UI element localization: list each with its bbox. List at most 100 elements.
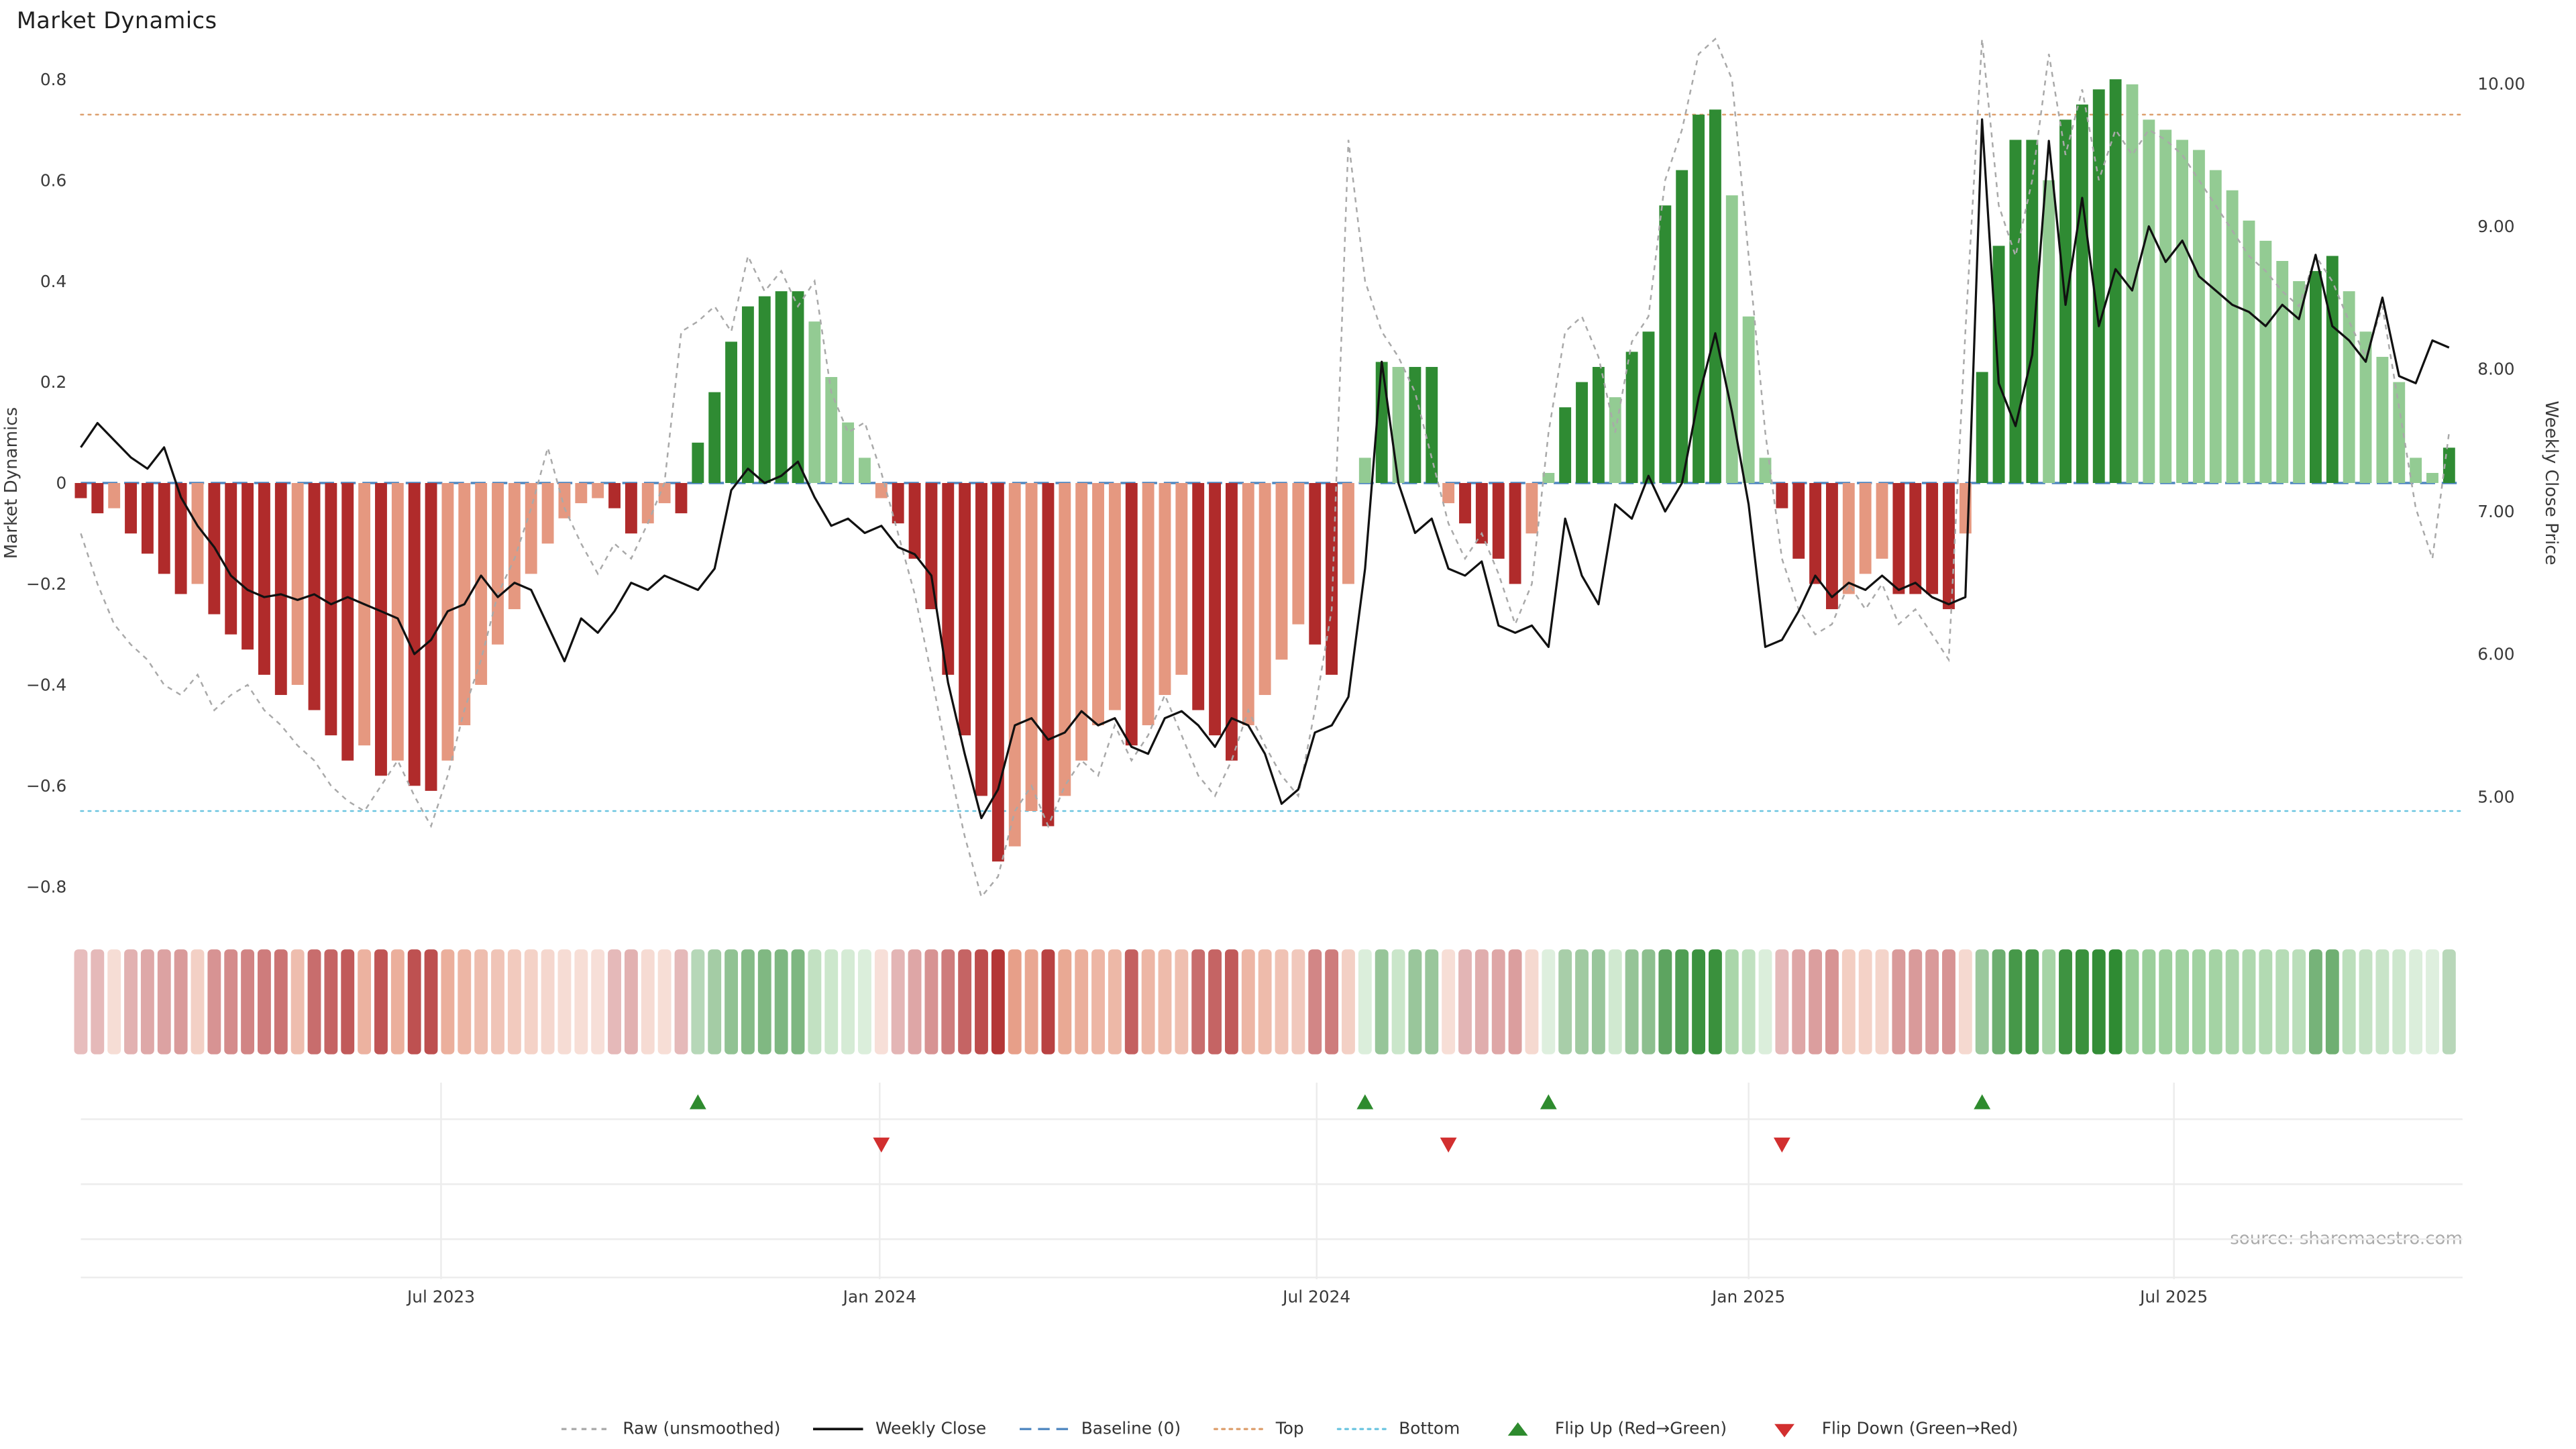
heatmap-cell [1758,949,1772,1055]
heatmap-cell [975,949,988,1055]
legend-label: Baseline (0) [1081,1419,1181,1438]
dynamics-bar [741,306,754,484]
heatmap-cell [74,949,88,1055]
heatmap-cell [1442,949,1456,1055]
heatmap-cell [507,949,521,1055]
heatmap-cell [841,949,855,1055]
heatmap-cell [1658,949,1672,1055]
heatmap-cell [324,949,338,1055]
heatmap-cell [1224,949,1238,1055]
dynamics-bar [1576,382,1588,484]
legend-item[interactable]: Flip Down (Green→Red) [1757,1419,2018,1439]
y-left-tick-label: 0.6 [40,170,67,190]
heatmap-cell [1308,949,1322,1055]
flip-down-marker [873,1137,890,1153]
heatmap-cell [1408,949,1422,1055]
heatmap-cell [1841,949,1856,1055]
dynamics-bar [1292,483,1305,625]
dynamics-bar [2026,140,2039,484]
heatmap-cell [157,949,171,1055]
dynamics-bar [1326,483,1338,675]
dynamics-bar [1492,483,1505,559]
legend-item[interactable]: Bottom [1334,1419,1460,1439]
dynamics-bar [1358,458,1371,484]
heatmap-cell [1342,949,1355,1055]
dynamics-bar [1976,372,1988,484]
dynamics-bar [1559,407,1572,484]
heatmap-cell [1158,949,1172,1055]
heatmap-cell [724,949,739,1055]
heatmap-cell [341,949,355,1055]
dynamics-bar [2143,119,2155,484]
line-dotted-icon [1336,1428,1389,1430]
heatmap-cell [824,949,839,1055]
heatmap-cell [441,949,455,1055]
heatmap-cell [2342,949,2356,1055]
dynamics-bar [91,483,104,514]
heatmap-cell [124,949,138,1055]
heatmap-cell [1375,949,1389,1055]
legend-label: Flip Up (Red→Green) [1554,1419,1727,1438]
heatmap-cell [1425,949,1439,1055]
heatmap-cell [1708,949,1722,1055]
heatmap-cell [1992,949,2006,1055]
heatmap-cell [941,949,955,1055]
heatmap-cell [1191,949,1205,1055]
heatmap-cell [2025,949,2039,1055]
heatmap-cell [2309,949,2322,1055]
flip-down-marker [1773,1137,1790,1153]
dynamics-bar [274,483,287,695]
dynamics-bar [1693,114,1705,484]
heatmap-cell [557,949,572,1055]
heatmap-cell [1325,949,1339,1055]
dynamics-bar [859,458,871,484]
dynamics-bar [1192,483,1205,710]
dynamics-bar [1542,472,1555,484]
heatmap-cell [2075,949,2089,1055]
legend-item[interactable]: Weekly Close [810,1419,986,1439]
heatmap-cell [958,949,972,1055]
dynamics-bar [1659,205,1672,484]
heatmap-cell [1058,949,1072,1055]
heatmap-cell [2008,949,2023,1055]
dynamics-bar [2092,89,2105,484]
legend-item[interactable]: Flip Up (Red→Green) [1490,1419,1727,1439]
legend-item[interactable]: Raw (unsmoothed) [557,1419,780,1439]
legend-item[interactable]: Top [1211,1419,1304,1439]
legend-label: Bottom [1399,1419,1460,1438]
heatmap-cell [858,949,871,1055]
heatmap-cell [1208,949,1222,1055]
heatmap-cell [1008,949,1022,1055]
heatmap-cell [1875,949,1889,1055]
flip-down-marker [1440,1137,1457,1153]
dynamics-bar [942,483,955,675]
heatmap-cell [1124,949,1138,1055]
triangle-down-icon [1775,1424,1795,1438]
dynamics-bar [2243,220,2255,484]
weekly-close-line [80,118,2450,820]
heatmap-cell [2159,949,2173,1055]
dynamics-bar [1042,483,1055,826]
dynamics-bar [1175,483,1188,675]
dynamics-bar [1142,483,1155,726]
dynamics-bar [1809,483,1822,584]
legend-item[interactable]: Baseline (0) [1016,1419,1181,1439]
dynamics-bar [508,483,521,610]
heatmap-cell [1909,949,1923,1055]
x-tick-label: Jul 2023 [406,1287,475,1307]
dynamics-bar [158,483,170,574]
dynamics-bar [1025,483,1038,811]
heatmap-cell [874,949,888,1055]
dynamics-bar [1159,483,1171,695]
y-axis-left: 0.8 0.6 0.4 0.2 0 −0.2 −0.4 −0.6 −0.8 [26,70,66,897]
legend-label: Top [1275,1419,1304,1438]
dynamics-bar [2426,472,2438,484]
dynamics-bar [141,483,154,554]
dynamics-bar [991,483,1004,862]
heatmap-cell [258,949,271,1055]
dynamics-bar [675,483,688,514]
dynamics-bar [1275,483,1288,660]
heatmap-cell [390,949,405,1055]
heatmap-cell [307,949,321,1055]
